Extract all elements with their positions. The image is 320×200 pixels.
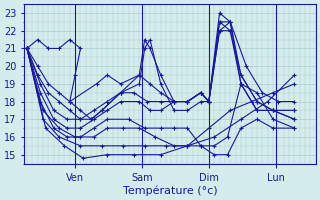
X-axis label: Température (°c): Température (°c) bbox=[123, 185, 217, 196]
